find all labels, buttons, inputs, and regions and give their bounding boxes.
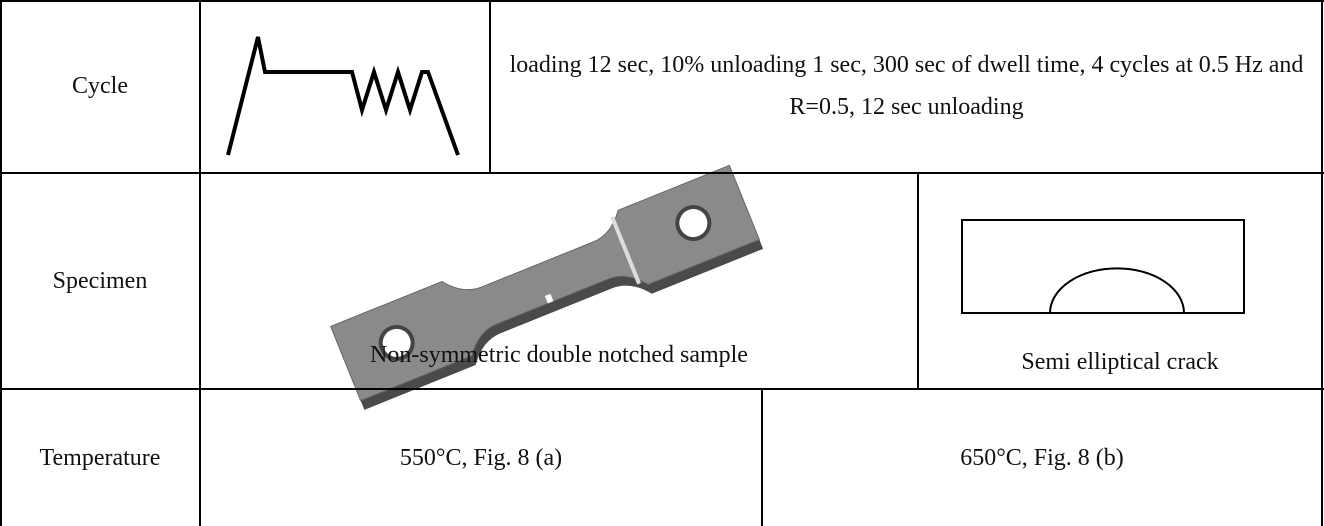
border (1321, 0, 1323, 526)
temperature-cell: 550°C, Fig. 8 (a) (399, 444, 563, 471)
row-label: Temperature (39, 444, 161, 471)
crack-caption: Semi elliptical crack (1021, 349, 1219, 375)
border (917, 173, 919, 389)
cycle-waveform (226, 36, 460, 156)
border (199, 0, 201, 526)
border (0, 172, 1324, 174)
row-label: Specimen (52, 267, 148, 294)
border (0, 388, 1324, 390)
border (489, 0, 491, 173)
border (0, 0, 2, 526)
cycle-description: loading 12 sec, 10% unloading 1 sec, 300… (509, 52, 1304, 120)
border (0, 0, 1324, 2)
specimen-image (330, 164, 764, 410)
specimen-caption: Non-symmetric double notched sample (370, 342, 748, 368)
temperature-cell: 650°C, Fig. 8 (b) (960, 444, 1124, 471)
crack-drawing (961, 219, 1245, 314)
border (761, 389, 763, 526)
row-label: Cycle (72, 73, 128, 99)
